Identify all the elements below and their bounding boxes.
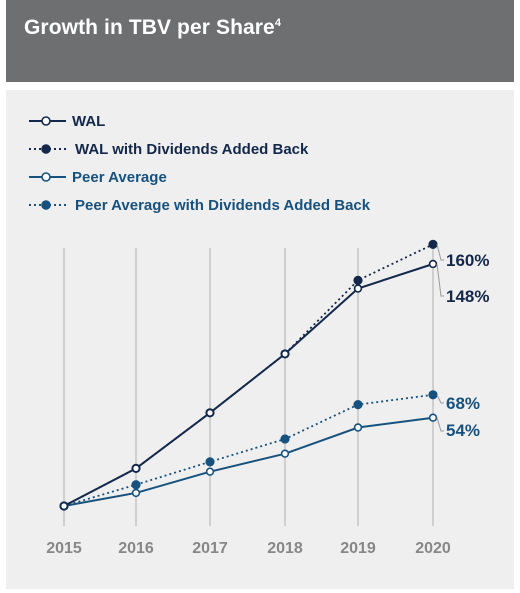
data-point-2-2019 [353,423,363,432]
header-divider [6,82,514,90]
data-point-3-2018 [280,434,290,444]
data-point-0-2016 [131,464,141,473]
end-label-2: 54% [446,421,480,440]
data-point-0-2020 [428,259,438,269]
data-point-0-2019 [353,284,363,293]
x-tick-label-2016: 2016 [118,540,154,557]
x-tick-label-2018: 2018 [267,540,303,557]
data-point-1-2020 [428,239,438,249]
end-label-leader-1 [436,244,444,261]
legend-label-3: Peer Average with Dividends Added Back [75,197,371,214]
footnote-marker: 4 [274,17,282,29]
data-point-3-2019 [353,400,363,410]
end-label-leader-0 [436,263,444,297]
data-point-2-2020 [428,413,438,422]
series-line-3 [63,393,434,507]
legend-marker-1 [41,144,51,154]
end-label-leader-2 [436,417,444,432]
data-point-2-2017 [205,467,215,476]
legend-label-1: WAL with Dividends Added Back [75,141,309,158]
end-label-1: 160% [446,251,489,270]
data-point-3-2017 [205,457,215,467]
x-tick-label-2015: 2015 [46,540,82,557]
data-point-2-2018 [280,449,290,458]
data-point-0-2018 [280,349,290,359]
series-line-2 [63,416,434,507]
data-point-3-2020 [428,390,438,400]
legend-marker-3 [41,200,51,210]
x-tick-label-2017: 2017 [192,540,228,557]
legend-label-2: Peer Average [72,169,167,186]
data-point-0-2017 [205,408,215,417]
x-tick-label-2019: 2019 [340,540,376,557]
end-label-0: 148% [446,287,489,306]
end-label-leader-3 [436,394,444,404]
chart-title: Growth in TBV per Share4 [24,16,281,40]
data-point-3-2016 [131,480,141,490]
legend-label-0: WAL [72,113,105,130]
legend-marker-0 [41,116,51,126]
line-chart: 2015 2016 2017 2018 2019 2020 WAL WAL with Divi… [29,113,489,557]
end-label-3: 68% [446,394,480,413]
legend-marker-2 [41,172,51,182]
series-line-1 [63,243,434,507]
series-line-0 [63,263,434,507]
chart-header: Growth in TBV per Share4 [6,0,514,82]
chart-title-text: Growth in TBV per Share [24,16,275,39]
chart-card: Growth in TBV per Share4 2015 2016 2017 201… [6,0,514,589]
x-tick-label-2020: 2020 [415,540,451,557]
data-point-0-2015 [59,501,69,511]
data-point-2-2016 [131,488,141,498]
data-point-1-2019 [353,275,363,285]
